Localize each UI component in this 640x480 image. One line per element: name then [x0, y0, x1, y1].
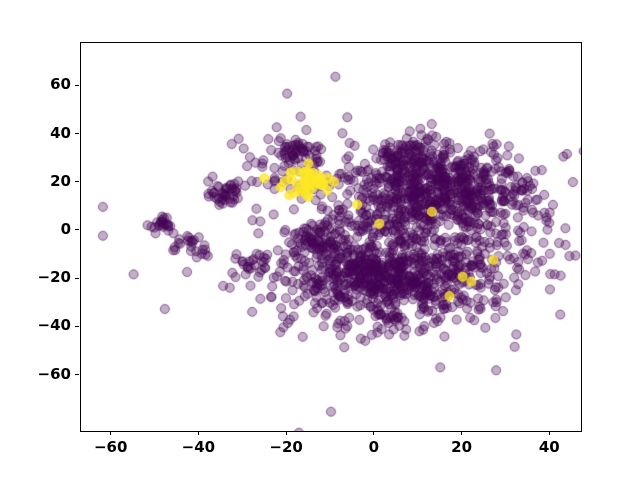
y-tick-mark: [75, 133, 79, 135]
y-tick-mark: [75, 277, 79, 279]
y-tick-label: 40: [50, 123, 71, 142]
x-tick-label: −20: [269, 438, 303, 456]
y-tick-mark: [75, 84, 79, 86]
x-tick-mark: [461, 431, 463, 435]
plot-area: [80, 42, 582, 432]
x-tick-mark: [197, 431, 199, 435]
x-tick-label: 20: [451, 438, 473, 456]
y-tick-label: −20: [37, 268, 71, 287]
x-tick-label: −60: [93, 438, 128, 456]
x-tick-mark: [548, 431, 550, 435]
x-tick-mark: [110, 431, 112, 435]
y-tick-label: −60: [37, 364, 71, 383]
x-tick-mark: [285, 431, 287, 435]
y-tick-mark: [75, 229, 79, 231]
y-tick-mark: [75, 325, 79, 327]
y-tick-label: 20: [50, 171, 71, 190]
plot-canvas: [81, 43, 581, 431]
x-tick-label: −40: [181, 438, 216, 456]
y-tick-label: −40: [37, 316, 71, 335]
y-tick-mark: [75, 181, 79, 183]
x-tick-label: 40: [538, 438, 560, 456]
x-tick-label: 0: [368, 438, 380, 456]
y-tick-label: 60: [50, 75, 71, 94]
y-tick-mark: [75, 374, 79, 376]
y-tick-label: 0: [60, 219, 71, 238]
x-tick-mark: [373, 431, 375, 435]
